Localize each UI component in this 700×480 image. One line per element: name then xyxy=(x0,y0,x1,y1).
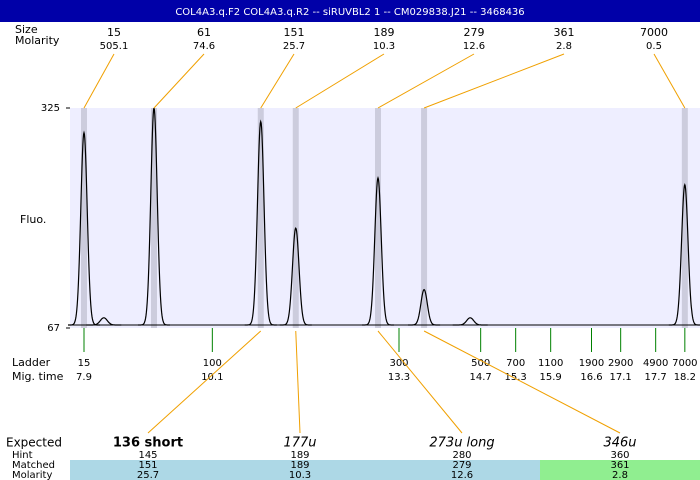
peak-band xyxy=(681,108,688,328)
ladder-time: 10.1 xyxy=(201,372,223,383)
matched-value: 189 xyxy=(290,460,309,471)
ladder-time: 14.7 xyxy=(470,372,492,383)
ladder-time: 13.3 xyxy=(388,372,410,383)
ladder-size: 1100 xyxy=(538,358,563,369)
peak-molarity: 0.5 xyxy=(646,41,662,52)
y-tick-label: 325 xyxy=(41,103,60,114)
leader-line xyxy=(377,53,475,109)
ladder-time: 17.7 xyxy=(645,372,667,383)
peak-molarity: 2.8 xyxy=(556,41,572,52)
ladder-label: Ladder xyxy=(12,356,51,369)
expected-name: 177u xyxy=(283,436,316,451)
match-line xyxy=(423,330,621,434)
expected-name: 273u long xyxy=(429,436,494,451)
matched-value: 361 xyxy=(610,460,629,471)
ladder-time: 17.1 xyxy=(610,372,632,383)
hint-value: 280 xyxy=(452,450,471,461)
ladder-size: 4900 xyxy=(643,358,668,369)
molarity-label: Molarity xyxy=(15,34,60,47)
match-line xyxy=(147,330,262,434)
peak-size: 189 xyxy=(374,26,395,39)
peak-band xyxy=(421,108,428,328)
molarity-value: 25.7 xyxy=(137,470,159,480)
peak xyxy=(668,182,700,326)
leader-line xyxy=(153,53,205,109)
matched-value: 279 xyxy=(452,460,471,471)
expected-label: Expected xyxy=(6,436,62,450)
ladder-time: 15.9 xyxy=(540,372,562,383)
molarity-row-label: Molarity xyxy=(12,470,52,480)
ladder-size: 15 xyxy=(78,358,91,369)
leader-line xyxy=(260,53,295,109)
title-bar xyxy=(0,0,700,22)
peak xyxy=(279,226,312,326)
hint-label: Hint xyxy=(12,450,33,461)
peak-size: 7000 xyxy=(640,26,668,39)
peak-molarity: 74.6 xyxy=(193,41,215,52)
y-axis-label: Fluo. xyxy=(20,213,46,226)
molarity-value: 12.6 xyxy=(451,470,473,480)
molarity-value: 10.3 xyxy=(289,470,311,480)
matched-value: 151 xyxy=(138,460,157,471)
ladder-time: 7.9 xyxy=(76,372,92,383)
peak-band xyxy=(292,108,299,328)
size-label: Size xyxy=(15,23,38,36)
hint-value: 145 xyxy=(138,450,157,461)
ladder-size: 7000 xyxy=(672,358,697,369)
ladder-size: 1900 xyxy=(579,358,604,369)
hint-value: 360 xyxy=(610,450,629,461)
peak-size: 151 xyxy=(284,26,305,39)
title: COL4A3.q.F2 COL4A3.q.R2 -- siRUVBL2 1 --… xyxy=(175,7,524,18)
peak-molarity: 25.7 xyxy=(283,41,305,52)
peak-size: 279 xyxy=(464,26,485,39)
ladder-time: 16.6 xyxy=(580,372,602,383)
peak-band xyxy=(151,108,157,328)
matched-label: Matched xyxy=(12,460,55,471)
matched-band-end xyxy=(540,460,700,480)
ladder-size: 300 xyxy=(389,358,408,369)
peak-size: 361 xyxy=(554,26,575,39)
expected-name: 136 short xyxy=(113,436,183,451)
leader-line xyxy=(295,53,385,109)
peak-size: 61 xyxy=(197,26,211,39)
expected-name: 346u xyxy=(603,436,636,451)
leader-line xyxy=(423,53,565,109)
ladder-size: 100 xyxy=(203,358,222,369)
y-tick-label: 67 xyxy=(47,323,60,334)
peak-molarity: 505.1 xyxy=(100,41,129,52)
peak-band xyxy=(257,108,264,328)
leader-line xyxy=(83,53,115,109)
molarity-value: 2.8 xyxy=(612,470,628,480)
peak-band xyxy=(81,108,87,328)
peak-molarity: 10.3 xyxy=(373,41,395,52)
match-line xyxy=(377,330,463,434)
peak xyxy=(86,317,122,326)
peak-band xyxy=(375,108,381,328)
ladder-size: 2900 xyxy=(608,358,633,369)
hint-value: 189 xyxy=(290,450,309,461)
leader-line xyxy=(653,53,686,109)
peak-size: 15 xyxy=(107,26,121,39)
mig-time-label: Mig. time xyxy=(12,370,64,383)
ladder-time: 18.2 xyxy=(674,372,696,383)
peak xyxy=(452,317,488,326)
peak xyxy=(408,288,441,326)
plot-area xyxy=(70,108,700,328)
ladder-time: 15.3 xyxy=(505,372,527,383)
peak-molarity: 12.6 xyxy=(463,41,485,52)
peak xyxy=(244,119,277,326)
match-line xyxy=(295,330,301,434)
ladder-size: 500 xyxy=(471,358,490,369)
matched-band xyxy=(70,460,540,480)
ladder-size: 700 xyxy=(506,358,525,369)
peak xyxy=(362,176,394,326)
